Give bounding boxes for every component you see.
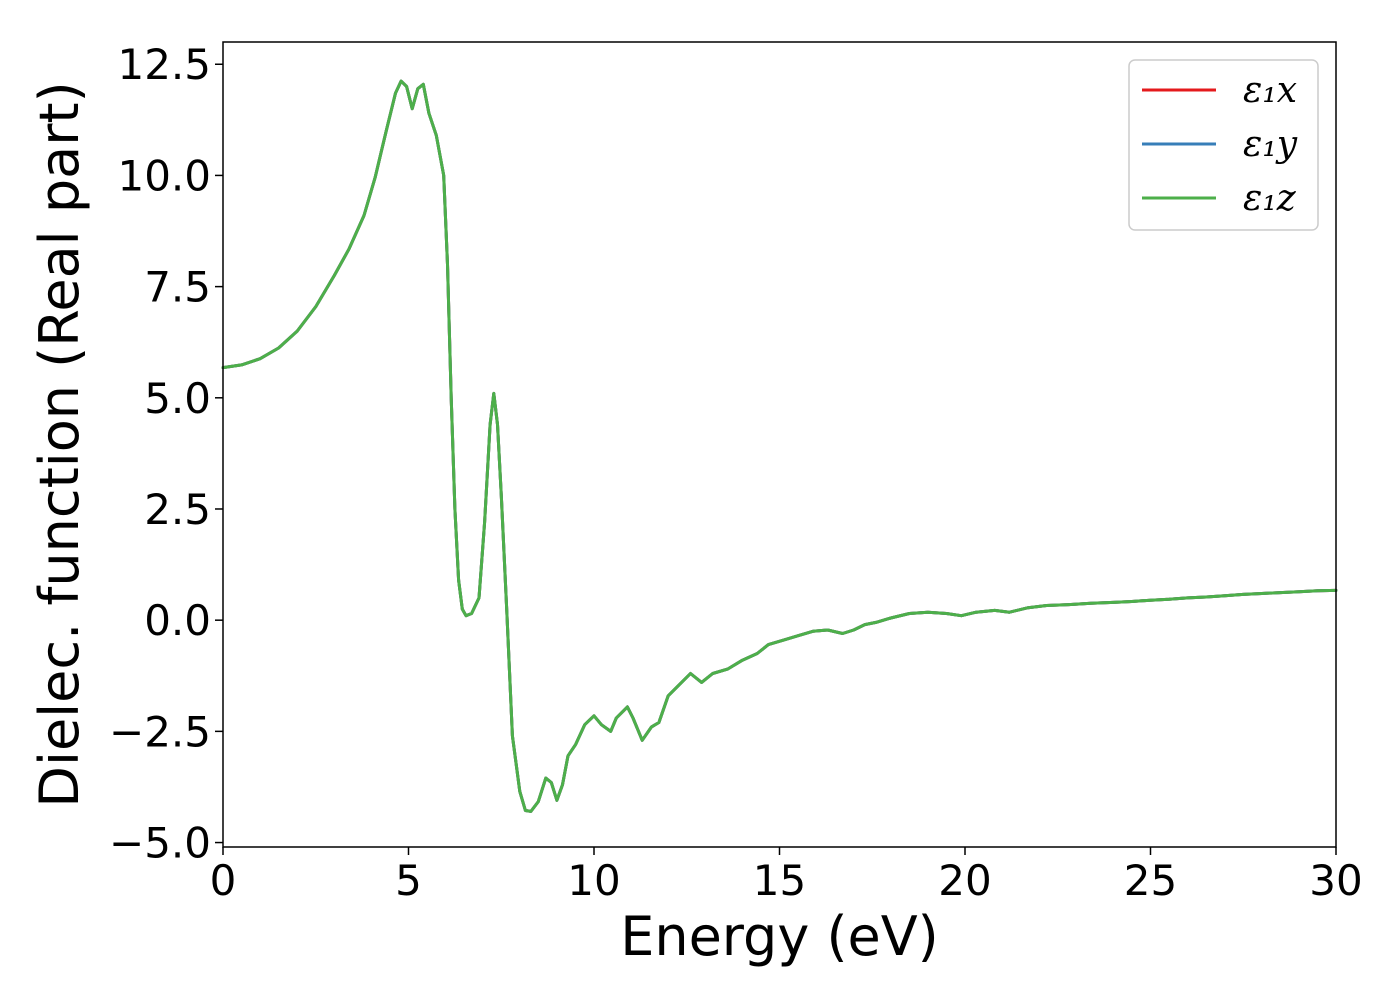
y-tick-label: 2.5 xyxy=(144,485,211,534)
y-tick-label: −5.0 xyxy=(109,819,211,868)
x-tick-label: 25 xyxy=(1124,856,1177,905)
y-tick-label: 12.5 xyxy=(117,40,211,89)
x-tick-label: 10 xyxy=(567,856,620,905)
x-tick-label: 0 xyxy=(210,856,237,905)
y-tick-label: 7.5 xyxy=(144,263,211,312)
x-axis-title: Energy (eV) xyxy=(620,905,939,968)
y-tick-label: 0.0 xyxy=(144,596,211,645)
y-tick-label: 5.0 xyxy=(144,374,211,423)
series-line-3 xyxy=(221,79,1338,813)
legend-entries: ε₁x ε₁y ε₁z xyxy=(1142,70,1298,219)
legend: ε₁x ε₁y ε₁z xyxy=(1128,59,1319,231)
y-tick-label: −2.5 xyxy=(109,707,211,756)
x-tick-label: 20 xyxy=(938,856,991,905)
legend-label-1: ε₁x xyxy=(1243,70,1297,111)
series-layer xyxy=(221,79,1338,813)
legend-label-2: ε₁y xyxy=(1243,124,1298,165)
x-tick-label: 5 xyxy=(395,856,422,905)
legend-box xyxy=(1128,59,1319,231)
x-tick-label: 15 xyxy=(753,856,806,905)
y-axis: −5.0 −2.5 0.0 2.5 5.0 7.5 10.0 12.5 xyxy=(109,40,223,868)
y-tick-label: 10.0 xyxy=(117,151,211,200)
y-axis-title: Dielec. function (Real part) xyxy=(28,81,91,807)
x-tick-label: 30 xyxy=(1309,856,1362,905)
x-axis: 0 5 10 15 20 25 30 xyxy=(210,847,1363,905)
legend-label-3: ε₁z xyxy=(1243,178,1297,219)
